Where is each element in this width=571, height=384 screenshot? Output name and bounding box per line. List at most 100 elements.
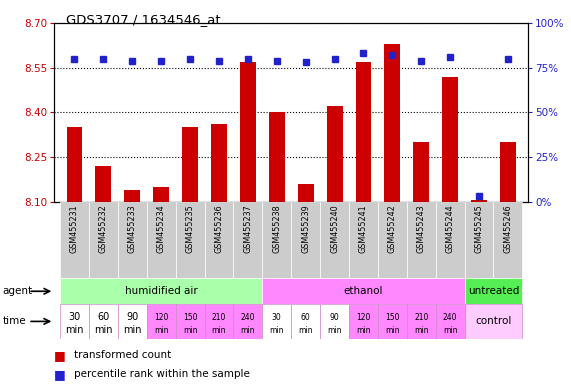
Text: ■: ■ <box>54 368 66 381</box>
Bar <box>436 304 465 339</box>
Text: min: min <box>443 326 457 334</box>
Text: GSM455246: GSM455246 <box>504 204 512 253</box>
Bar <box>413 142 429 202</box>
Text: GSM455238: GSM455238 <box>272 204 282 253</box>
Text: GSM455245: GSM455245 <box>475 204 484 253</box>
Text: GSM455239: GSM455239 <box>301 204 310 253</box>
Text: 60: 60 <box>97 312 110 322</box>
Bar <box>407 304 436 339</box>
Text: 30: 30 <box>272 313 282 322</box>
Bar <box>89 304 118 339</box>
Bar <box>124 190 140 202</box>
Text: GSM455237: GSM455237 <box>243 204 252 253</box>
Bar <box>240 62 256 202</box>
Bar <box>60 278 262 304</box>
Text: 150: 150 <box>183 313 198 322</box>
Text: GSM455244: GSM455244 <box>445 204 455 253</box>
Text: min: min <box>240 326 255 334</box>
Bar <box>204 304 234 339</box>
Text: GSM455243: GSM455243 <box>417 204 426 253</box>
Text: transformed count: transformed count <box>74 350 171 360</box>
Text: GSM455240: GSM455240 <box>330 204 339 253</box>
Bar <box>378 304 407 339</box>
Bar <box>407 202 436 278</box>
Bar <box>60 202 89 278</box>
Bar <box>262 304 291 339</box>
Text: percentile rank within the sample: percentile rank within the sample <box>74 369 250 379</box>
Bar <box>465 278 522 304</box>
Text: 30: 30 <box>69 312 81 322</box>
Text: GDS3707 / 1634546_at: GDS3707 / 1634546_at <box>66 13 220 26</box>
Text: min: min <box>385 326 400 334</box>
Bar <box>176 304 204 339</box>
Text: agent: agent <box>3 286 33 296</box>
Bar <box>234 202 262 278</box>
Text: GSM455234: GSM455234 <box>156 204 166 253</box>
Text: 240: 240 <box>240 313 255 322</box>
Bar <box>465 304 522 339</box>
Text: control: control <box>475 316 512 326</box>
Text: 120: 120 <box>154 313 168 322</box>
Text: GSM455232: GSM455232 <box>99 204 108 253</box>
Text: 210: 210 <box>414 313 428 322</box>
Bar <box>89 202 118 278</box>
Bar <box>118 304 147 339</box>
Bar <box>147 304 176 339</box>
Bar <box>436 202 465 278</box>
Text: 90: 90 <box>126 312 138 322</box>
Bar <box>262 202 291 278</box>
Bar <box>204 202 234 278</box>
Bar <box>384 44 400 202</box>
Text: min: min <box>212 326 226 334</box>
Text: 60: 60 <box>301 313 311 322</box>
Text: GSM455241: GSM455241 <box>359 204 368 253</box>
Text: min: min <box>183 326 198 334</box>
Bar <box>291 304 320 339</box>
Text: min: min <box>356 326 371 334</box>
Bar <box>500 142 516 202</box>
Text: min: min <box>123 325 142 335</box>
Text: 150: 150 <box>385 313 400 322</box>
Bar <box>176 202 204 278</box>
Bar <box>327 106 343 202</box>
Text: time: time <box>3 316 26 326</box>
Bar <box>356 62 371 202</box>
Text: min: min <box>94 325 112 335</box>
Bar <box>320 304 349 339</box>
Bar <box>234 304 262 339</box>
Bar <box>118 202 147 278</box>
Bar <box>182 127 198 202</box>
Bar <box>320 202 349 278</box>
Bar <box>291 202 320 278</box>
Text: untreated: untreated <box>468 286 519 296</box>
Bar <box>297 184 313 202</box>
Text: 90: 90 <box>329 313 339 322</box>
Text: GSM455233: GSM455233 <box>128 204 137 253</box>
Bar <box>349 304 378 339</box>
Bar <box>349 202 378 278</box>
Bar <box>60 304 89 339</box>
Text: min: min <box>327 326 342 334</box>
Text: 240: 240 <box>443 313 457 322</box>
Text: 210: 210 <box>212 313 226 322</box>
Bar <box>95 166 111 202</box>
Text: min: min <box>154 326 168 334</box>
Text: GSM455242: GSM455242 <box>388 204 397 253</box>
Bar <box>269 112 285 202</box>
Bar <box>67 127 82 202</box>
Bar <box>211 124 227 202</box>
Text: 120: 120 <box>356 313 371 322</box>
Text: ■: ■ <box>54 349 66 362</box>
Bar <box>147 202 176 278</box>
Bar <box>493 202 522 278</box>
Bar <box>378 202 407 278</box>
Text: humidified air: humidified air <box>125 286 198 296</box>
Text: min: min <box>299 326 313 334</box>
Bar <box>153 187 169 202</box>
Bar <box>262 278 465 304</box>
Text: GSM455236: GSM455236 <box>215 204 223 253</box>
Bar <box>465 202 493 278</box>
Bar <box>471 200 487 202</box>
Text: GSM455235: GSM455235 <box>186 204 195 253</box>
Bar <box>442 76 458 202</box>
